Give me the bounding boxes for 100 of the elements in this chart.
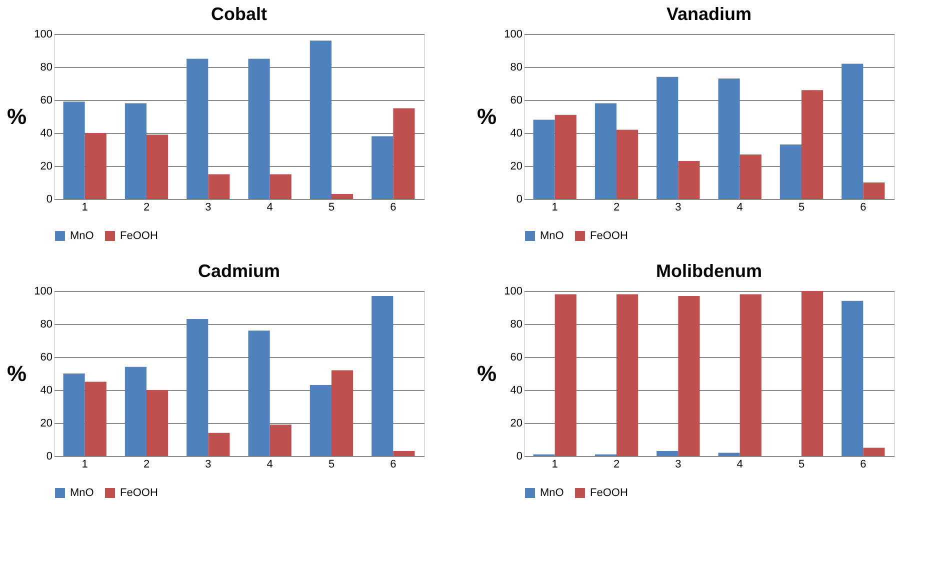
y-tick-label: 80 <box>510 62 522 74</box>
bar <box>594 103 616 199</box>
bar <box>310 40 332 199</box>
bar <box>554 114 576 199</box>
chart-title: Vanadium <box>666 4 752 24</box>
x-tick-label: 2 <box>143 458 150 470</box>
x-tick-label: 4 <box>736 202 743 214</box>
y-tick-label: 60 <box>510 352 522 364</box>
bar <box>616 130 638 199</box>
y-tick-label: 40 <box>510 384 522 396</box>
bar <box>718 452 740 456</box>
bar <box>372 296 394 456</box>
bar <box>740 154 762 199</box>
bar <box>186 319 208 456</box>
bar <box>678 161 700 199</box>
bar <box>146 134 168 199</box>
x-tick-label: 1 <box>552 458 558 470</box>
bar <box>802 291 824 456</box>
y-tick-label: 0 <box>46 450 52 462</box>
bar <box>84 382 106 456</box>
bar <box>332 194 354 199</box>
bar <box>554 294 576 456</box>
y-tick-label: 20 <box>510 418 522 430</box>
legend-label: FeOOH <box>120 487 158 499</box>
bar <box>616 294 638 456</box>
bar <box>84 133 106 199</box>
x-tick-label: 4 <box>266 202 273 214</box>
bar <box>372 136 394 199</box>
bar <box>678 296 700 456</box>
x-tick-label: 3 <box>675 458 682 470</box>
y-tick-label: 0 <box>516 450 522 462</box>
y-tick-label: 40 <box>40 384 52 396</box>
bar <box>863 448 885 456</box>
bar <box>533 120 555 199</box>
bar <box>332 370 354 456</box>
y-tick-label: 100 <box>34 286 52 298</box>
legend-label: FeOOH <box>590 487 628 499</box>
bar <box>656 76 678 199</box>
bar <box>63 374 85 456</box>
x-tick-label: 1 <box>552 202 558 214</box>
x-tick-label: 3 <box>675 202 682 214</box>
y-tick-label: 80 <box>510 318 522 330</box>
chart-title: Cadmium <box>198 261 280 281</box>
bar <box>248 58 270 199</box>
legend-label: MnO <box>540 230 564 242</box>
y-axis-title: % <box>6 361 26 386</box>
bar <box>656 451 678 456</box>
bar <box>718 78 740 199</box>
legend-label: MnO <box>540 487 564 499</box>
bar <box>208 432 230 456</box>
bar <box>740 294 762 456</box>
x-tick-label: 3 <box>205 202 212 214</box>
x-tick-label: 1 <box>82 202 88 214</box>
y-tick-label: 100 <box>504 286 522 298</box>
y-axis-title: % <box>476 104 496 129</box>
x-tick-label: 6 <box>390 202 396 214</box>
bar <box>842 300 864 456</box>
x-tick-label: 5 <box>328 202 335 214</box>
bar <box>124 103 146 199</box>
x-tick-label: 6 <box>860 458 866 470</box>
bar <box>270 174 292 199</box>
x-tick-label: 5 <box>798 202 805 214</box>
y-tick-label: 20 <box>510 160 522 172</box>
x-tick-label: 1 <box>82 458 88 470</box>
bar <box>248 330 270 456</box>
x-tick-label: 6 <box>390 458 396 470</box>
y-tick-label: 60 <box>510 94 522 106</box>
y-tick-label: 20 <box>40 418 52 430</box>
y-tick-label: 40 <box>510 128 522 140</box>
legend-label: FeOOH <box>590 230 628 242</box>
x-tick-label: 3 <box>205 458 212 470</box>
bar <box>208 174 230 199</box>
x-tick-label: 4 <box>266 458 273 470</box>
y-tick-label: 0 <box>516 194 522 206</box>
y-tick-label: 80 <box>40 62 52 74</box>
x-tick-label: 5 <box>798 458 805 470</box>
y-tick-label: 20 <box>40 160 52 172</box>
bar <box>146 390 168 456</box>
x-tick-label: 2 <box>613 202 620 214</box>
x-tick-label: 2 <box>613 458 620 470</box>
x-tick-label: 6 <box>860 202 866 214</box>
y-tick-label: 40 <box>40 128 52 140</box>
bar <box>393 451 415 456</box>
x-tick-label: 5 <box>328 458 335 470</box>
bar <box>842 64 864 199</box>
y-axis-title: % <box>6 104 26 129</box>
bar <box>270 424 292 456</box>
y-tick-label: 100 <box>34 28 52 40</box>
bar <box>63 102 85 199</box>
x-tick-label: 2 <box>143 202 150 214</box>
bar <box>310 385 332 456</box>
bar <box>186 58 208 199</box>
bar <box>802 90 824 199</box>
bar <box>124 366 146 456</box>
y-axis-title: % <box>476 361 496 386</box>
legend-label: MnO <box>70 230 94 242</box>
bar <box>780 144 802 199</box>
y-tick-label: 0 <box>46 194 52 206</box>
x-tick-label: 4 <box>736 458 743 470</box>
chart-title: Cobalt <box>211 4 267 24</box>
